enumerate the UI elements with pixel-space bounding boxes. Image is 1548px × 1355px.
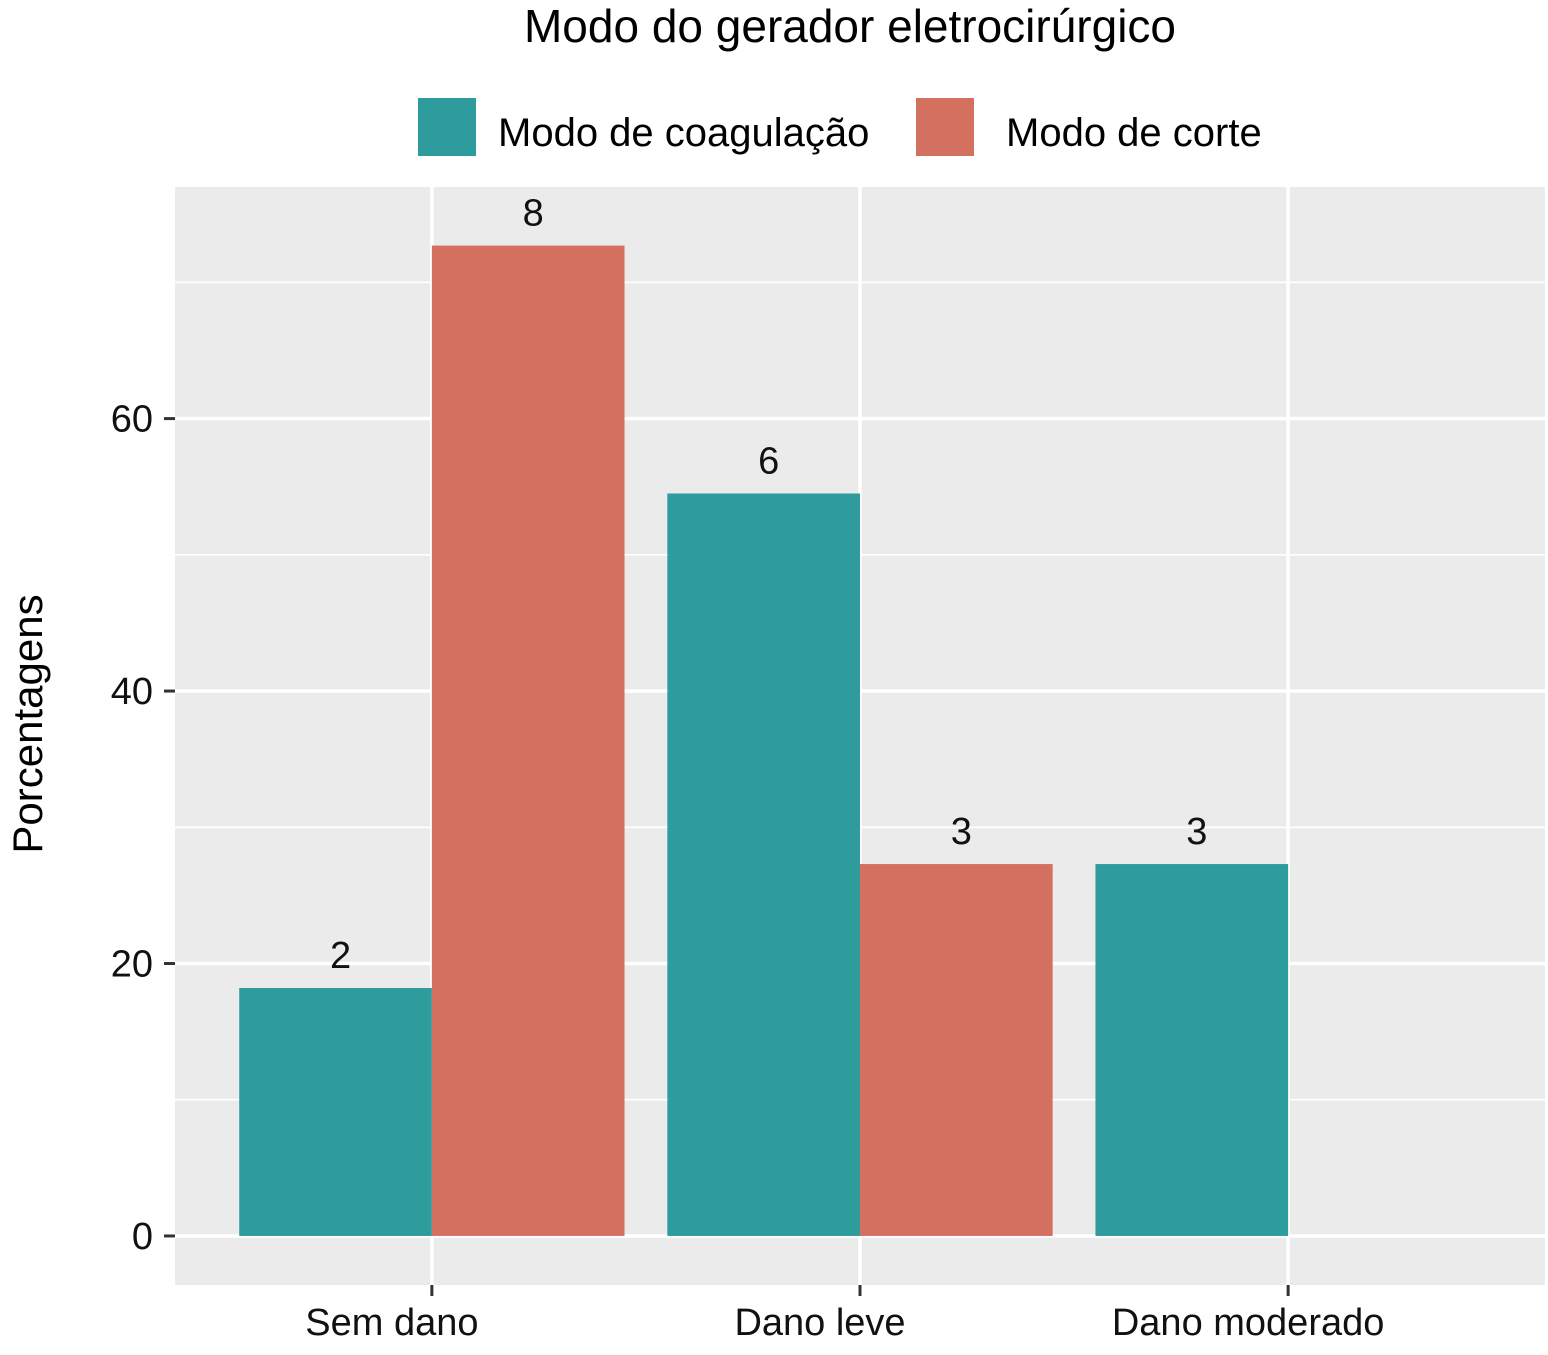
bars xyxy=(239,245,1289,1236)
x-tick-label: Sem dano xyxy=(305,1302,478,1344)
axes: 0 20 40 60 Sem dano Dano leve Dano moderado xyxy=(111,399,1385,1344)
legend-swatch-coagulacao xyxy=(418,98,476,156)
y-tick-label: 60 xyxy=(111,399,153,441)
bar xyxy=(860,864,1053,1236)
bar-value-label: 2 xyxy=(330,935,351,977)
y-tick-label: 40 xyxy=(111,671,153,713)
bar xyxy=(1095,864,1289,1236)
y-axis-title: Porcentagens xyxy=(4,594,51,853)
bar xyxy=(239,988,432,1236)
chart-title: Modo do gerador eletrocirúrgico xyxy=(524,0,1176,52)
legend-label-corte: Modo de corte xyxy=(1006,111,1262,155)
legend-label-coagulacao: Modo de coagulação xyxy=(498,111,869,155)
bar-value-label: 6 xyxy=(758,441,779,483)
bar-value-label: 3 xyxy=(1186,811,1207,853)
x-tick-label: Dano leve xyxy=(734,1302,905,1344)
data-labels: 2 8 6 3 3 xyxy=(330,193,1207,977)
legend-swatch-corte xyxy=(916,98,974,156)
bar-value-label: 3 xyxy=(951,811,972,853)
bar xyxy=(667,493,860,1236)
x-tick-label: Dano moderado xyxy=(1112,1302,1385,1344)
bar xyxy=(431,245,625,1236)
bar-value-label: 8 xyxy=(523,193,544,235)
y-tick-label: 0 xyxy=(132,1216,153,1258)
y-tick-label: 20 xyxy=(111,944,153,986)
